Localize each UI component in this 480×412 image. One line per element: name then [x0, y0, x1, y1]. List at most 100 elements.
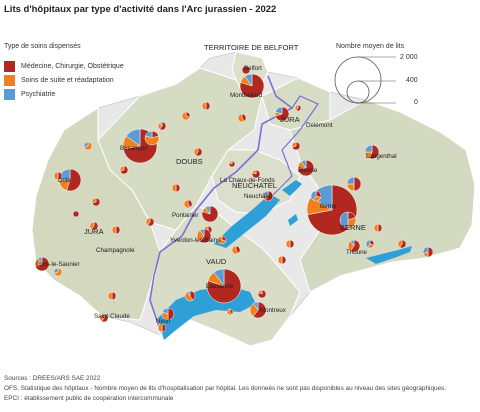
hospital-bubble — [144, 130, 160, 146]
place-montbeliard: Montbéliard — [230, 92, 263, 99]
hospital-bubble — [201, 101, 211, 111]
bubble-slice — [89, 221, 95, 230]
legend-title: Type de soins dispensés — [4, 43, 81, 50]
place-besancon: Besançon — [120, 145, 148, 152]
bubble-slice — [144, 135, 160, 146]
bubble-slice — [228, 160, 233, 165]
hospital-bubble — [228, 160, 236, 168]
bubble-slice — [183, 199, 191, 209]
hospital-bubble — [347, 239, 361, 253]
hospital-bubble — [119, 165, 129, 175]
place-nyon: Nyon — [156, 318, 171, 325]
place-lons-le-saunier: Lons-le-Saunier — [36, 261, 80, 268]
hospital-bubble — [339, 211, 357, 229]
region-label-berne: BERNE — [340, 223, 366, 232]
hospital-bubble — [365, 239, 375, 249]
bubble-slice — [99, 313, 105, 322]
hospital-bubble — [310, 190, 322, 202]
bubble-slice — [213, 268, 225, 287]
place-langenthal: Langenthal — [366, 153, 397, 160]
hospital-bubble — [364, 144, 380, 160]
hospital-bubble — [161, 307, 175, 321]
bubble-slice — [204, 205, 211, 215]
bubble-slice — [157, 323, 163, 333]
bubble-slice — [252, 301, 267, 319]
bubble-slice — [365, 239, 371, 248]
bubble-slice — [199, 228, 212, 244]
bubble-slice — [145, 217, 151, 226]
hospital-bubble — [291, 141, 301, 151]
bubble-slice — [159, 121, 167, 131]
bubble-slice — [422, 246, 429, 254]
bubble-slice — [111, 225, 117, 235]
place-yverdon: Yverdon-les-Bains — [170, 237, 220, 244]
bubble-slice — [193, 147, 199, 156]
region-label-vaud: VAUD — [206, 257, 227, 266]
hospital-bubble — [297, 159, 315, 177]
hospital-bubble — [89, 221, 99, 231]
bubble-slice — [285, 239, 291, 249]
hospital-bubble — [111, 225, 121, 235]
legend-swatch-mco — [4, 61, 15, 72]
bubble-slice — [264, 190, 274, 202]
bubble-slice — [277, 255, 283, 265]
bubble-slice — [310, 190, 317, 201]
size-legend-0: 0 — [414, 99, 418, 106]
bubble-slice — [201, 101, 207, 111]
place-champagnole: Champagnole — [96, 247, 135, 254]
hospital-bubble — [196, 228, 212, 244]
hospital-bubble — [239, 73, 265, 99]
bubble-slice — [252, 301, 259, 311]
place-belfort: Belfort — [244, 65, 262, 72]
hospital-bubble — [373, 223, 383, 233]
size-legend-400: 400 — [406, 77, 418, 84]
hospital-bubble — [157, 121, 167, 131]
bubble-slice — [231, 245, 239, 255]
bubble-slice — [300, 159, 307, 169]
bubble-slice — [237, 113, 245, 123]
bubble-slice — [101, 313, 109, 323]
region-jura-fr — [31, 107, 161, 321]
hospital-bubble — [58, 168, 82, 192]
bubble-slice — [186, 290, 191, 297]
hospital-bubble — [183, 199, 193, 209]
bubble-slice — [294, 104, 299, 111]
hospital-bubble — [257, 289, 267, 299]
hospital-bubble — [181, 111, 191, 121]
place-pontarlier: Pontarlier — [172, 212, 198, 219]
hospital-bubble — [249, 301, 267, 319]
bubble-slice — [147, 217, 155, 227]
bubble-slice — [397, 239, 403, 248]
hospital-bubble — [422, 246, 434, 258]
place-la-chaux-de-fonds: La Chaux-de-Fonds — [220, 177, 275, 184]
bubble-slice — [241, 65, 251, 75]
region-label-jura-fr: JURA — [84, 227, 104, 236]
bubble-slice — [257, 289, 263, 295]
bubble-slice — [199, 228, 205, 237]
hospital-bubble — [217, 235, 227, 245]
place-bienne: Bienne — [298, 167, 318, 174]
hospital-bubble — [231, 245, 241, 255]
bubble-slice — [91, 221, 99, 231]
hospital-bubble — [171, 183, 181, 193]
footer-sources: Sources : DREES/ARS SAE 2022 — [4, 375, 101, 382]
legend-item-mco: Médecine, Chirurgie, Obstétrique — [4, 61, 124, 72]
region-label-doubs: DOUBS — [176, 157, 203, 166]
region-label-neuchatel: NEUCHATEL — [232, 181, 277, 190]
bubble-slice — [53, 267, 59, 274]
size-legend-circles — [334, 56, 396, 104]
legend-swatch-ssr — [4, 75, 15, 86]
hospital-bubble — [346, 176, 362, 192]
region-label-belfort: TERRITOIRE DE BELFORT — [204, 43, 299, 52]
legend-label-mco: Médecine, Chirurgie, Obstétrique — [21, 63, 124, 70]
hospital-bubble — [226, 308, 234, 316]
bubble-slice — [217, 235, 227, 245]
hospital-bubble — [274, 106, 290, 122]
bubble-slice — [427, 246, 434, 258]
hospital-bubble — [206, 268, 242, 304]
hospital-bubble — [294, 104, 302, 112]
place-dole: Dole — [58, 177, 71, 184]
bubble-slice — [353, 176, 362, 192]
legend-item-ssr: Soins de suite et réadaptation — [4, 75, 114, 86]
bubble-slice — [297, 159, 315, 177]
